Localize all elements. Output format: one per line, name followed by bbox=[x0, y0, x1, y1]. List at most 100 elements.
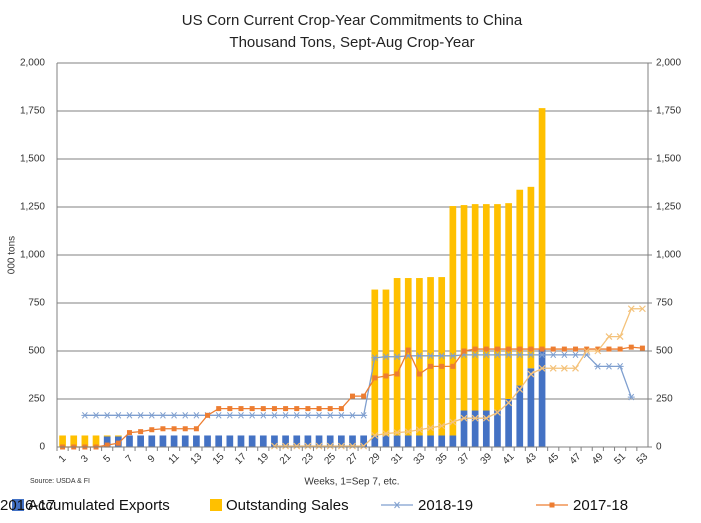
line-marker bbox=[583, 347, 591, 355]
bar bbox=[59, 435, 66, 447]
line-marker bbox=[226, 411, 234, 419]
line-marker bbox=[616, 363, 624, 370]
line-marker bbox=[394, 371, 400, 377]
line-marker bbox=[538, 351, 546, 359]
line-marker bbox=[337, 442, 345, 450]
chart-title: US Corn Current Crop-Year Commitments to… bbox=[182, 12, 523, 29]
legend-label: 2016-17 bbox=[0, 497, 55, 514]
line-marker bbox=[248, 411, 256, 419]
y-tick-label: 500 bbox=[28, 346, 45, 357]
line-marker bbox=[415, 426, 423, 434]
line-marker bbox=[337, 411, 345, 419]
bar bbox=[505, 203, 512, 399]
bar bbox=[159, 435, 167, 447]
line-marker bbox=[595, 346, 601, 352]
y2-tick-label: 0 bbox=[656, 442, 662, 453]
line-marker bbox=[415, 352, 423, 360]
line-marker bbox=[181, 411, 189, 419]
y2-tick-label: 1,750 bbox=[656, 106, 681, 117]
bar bbox=[516, 385, 524, 447]
line-marker bbox=[215, 411, 223, 419]
line-marker bbox=[539, 346, 545, 352]
line-marker bbox=[639, 345, 645, 351]
line-marker bbox=[315, 411, 323, 419]
bar bbox=[538, 349, 546, 447]
bar bbox=[471, 204, 479, 411]
bar bbox=[148, 435, 156, 447]
y2-tick-label: 1,250 bbox=[656, 202, 681, 213]
y2-tick-label: 250 bbox=[656, 394, 673, 405]
bar bbox=[137, 435, 144, 447]
bar bbox=[460, 410, 468, 447]
bar bbox=[427, 435, 434, 447]
legend-label: Outstanding Sales bbox=[226, 497, 349, 514]
line-marker bbox=[482, 351, 490, 359]
line-marker bbox=[383, 373, 389, 379]
line-marker bbox=[549, 351, 557, 359]
chart-subtitle: Thousand Tons, Sept-Aug Crop-Year bbox=[229, 34, 474, 51]
line-marker bbox=[361, 393, 367, 399]
bar bbox=[81, 435, 89, 447]
bar bbox=[103, 436, 111, 447]
line-marker bbox=[527, 370, 535, 378]
line bbox=[274, 308, 643, 447]
line-marker bbox=[438, 352, 446, 360]
line-marker bbox=[428, 363, 434, 369]
line-marker bbox=[304, 442, 312, 450]
bar bbox=[460, 205, 468, 411]
line-marker bbox=[494, 346, 500, 352]
line-marker bbox=[338, 406, 344, 412]
line-marker bbox=[461, 348, 467, 354]
line-marker bbox=[371, 354, 379, 362]
line-marker bbox=[605, 333, 613, 341]
line-marker bbox=[192, 411, 200, 419]
y2-tick-label: 2,000 bbox=[656, 58, 681, 69]
bar bbox=[304, 435, 312, 447]
line-marker bbox=[584, 346, 590, 352]
line-marker bbox=[494, 409, 501, 416]
line-marker bbox=[114, 411, 122, 419]
line-marker bbox=[527, 351, 535, 359]
line-marker bbox=[594, 363, 602, 370]
line-marker bbox=[393, 429, 401, 437]
line-marker bbox=[138, 429, 144, 435]
line-marker bbox=[125, 411, 133, 419]
line-marker bbox=[271, 406, 277, 412]
y-tick-label: 2,000 bbox=[20, 58, 45, 69]
line-marker bbox=[416, 371, 422, 377]
line-marker bbox=[549, 502, 555, 508]
x-axis-label: Weeks, 1=Sep 7, etc. bbox=[304, 477, 399, 488]
bar bbox=[103, 435, 111, 437]
line-marker bbox=[227, 406, 233, 412]
line-marker bbox=[293, 442, 301, 450]
bar bbox=[516, 189, 524, 386]
line-marker bbox=[372, 375, 378, 381]
bar bbox=[204, 435, 211, 447]
bar bbox=[193, 435, 200, 447]
line-marker bbox=[572, 351, 580, 359]
line-marker bbox=[81, 411, 89, 419]
line-marker bbox=[126, 430, 132, 436]
bar bbox=[404, 435, 412, 447]
line-marker bbox=[371, 432, 379, 439]
bar bbox=[449, 435, 457, 447]
bar bbox=[505, 399, 512, 447]
line-marker bbox=[249, 406, 255, 412]
line-marker bbox=[238, 406, 244, 412]
line-marker bbox=[450, 363, 456, 369]
bar bbox=[126, 435, 133, 447]
line-marker bbox=[471, 351, 479, 359]
line-marker bbox=[439, 363, 445, 369]
source: Source: USDA & FI bbox=[30, 478, 90, 485]
line-marker bbox=[171, 426, 177, 432]
line-marker bbox=[505, 351, 513, 359]
line-marker bbox=[483, 346, 489, 352]
line-marker bbox=[438, 422, 446, 430]
line-marker bbox=[517, 346, 523, 352]
line-marker bbox=[270, 411, 278, 419]
line-marker bbox=[405, 347, 411, 353]
bar bbox=[438, 435, 446, 447]
line-marker bbox=[205, 412, 211, 418]
bar bbox=[393, 435, 401, 447]
line-marker bbox=[316, 406, 322, 412]
